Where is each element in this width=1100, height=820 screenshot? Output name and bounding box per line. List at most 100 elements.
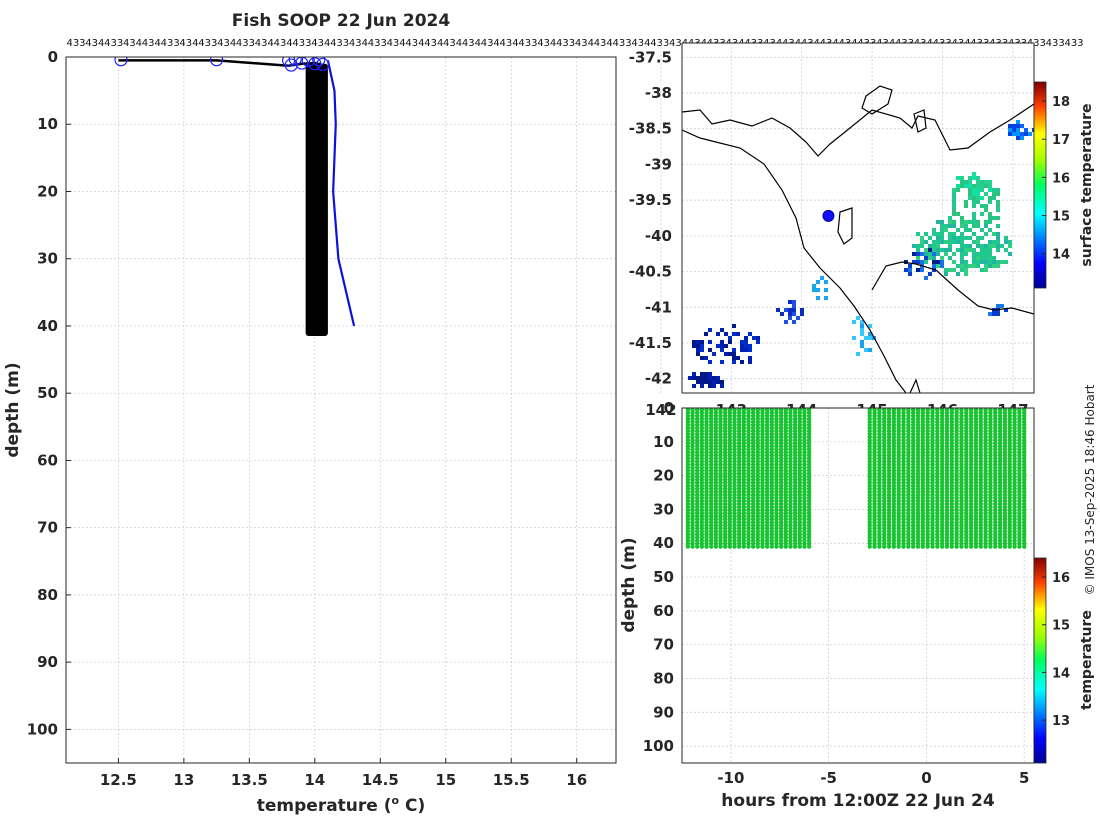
- sst-pixel: [960, 224, 964, 228]
- ts-point: [718, 523, 723, 528]
- ts-point: [708, 425, 714, 431]
- ts-point: [935, 465, 940, 470]
- ts-point: [959, 507, 964, 513]
- ts-point: [935, 541, 940, 546]
- ts-point: [732, 440, 737, 446]
- ts-point: [910, 468, 916, 473]
- ts-point: [891, 434, 897, 440]
- ts-point: [685, 510, 691, 516]
- sst-pixel: [972, 264, 976, 268]
- ts-point: [959, 495, 964, 501]
- ts-point: [877, 474, 882, 479]
- ts-point: [964, 498, 969, 504]
- ts-point: [915, 498, 921, 504]
- sst-pixel: [696, 380, 700, 384]
- ts-point: [997, 474, 1003, 479]
- ts-point: [867, 544, 872, 549]
- ts-point: [949, 462, 955, 467]
- ts-point: [988, 544, 993, 549]
- ts-point: [783, 526, 788, 531]
- ts-point: [769, 532, 775, 537]
- ts-point: [685, 492, 691, 498]
- ts-point: [694, 465, 700, 470]
- ts-point: [788, 495, 793, 501]
- ts-point: [788, 498, 793, 504]
- ts-point: [1002, 465, 1008, 470]
- ts-point: [778, 523, 784, 528]
- ts-point: [694, 428, 700, 434]
- ts-point: [694, 520, 700, 525]
- ts-point: [722, 477, 728, 482]
- ts-point: [792, 520, 798, 525]
- ts-point: [930, 419, 935, 425]
- sst-pixel: [908, 264, 912, 268]
- ts-point: [802, 419, 807, 425]
- ts-point: [915, 492, 921, 498]
- ts-point: [901, 501, 906, 507]
- ts-point: [750, 422, 756, 428]
- ts-point: [778, 483, 784, 488]
- ts-point: [755, 517, 761, 522]
- ts-point: [944, 526, 950, 531]
- ts-point: [718, 480, 723, 485]
- ts-point: [901, 541, 906, 546]
- ts-point: [872, 410, 877, 415]
- ts-point: [755, 495, 761, 501]
- ts-point: [944, 489, 950, 495]
- ts-point: [1017, 410, 1022, 415]
- sst-pixel: [968, 248, 972, 252]
- ts-point: [722, 456, 728, 461]
- ts-point: [910, 486, 916, 492]
- ts-point: [964, 544, 969, 549]
- ts-point: [1022, 526, 1027, 531]
- ts-point: [930, 526, 935, 531]
- ts-point: [1022, 495, 1027, 501]
- ts-point: [891, 526, 897, 531]
- ts-point: [1012, 425, 1017, 431]
- sst-pixel: [996, 304, 1000, 308]
- ts-point: [769, 437, 775, 443]
- ts-point: [774, 480, 779, 485]
- sst-pixel: [868, 332, 872, 336]
- ts-point: [983, 440, 988, 446]
- ts-point: [685, 462, 691, 467]
- ts-point: [694, 544, 700, 549]
- ts-point: [806, 480, 812, 485]
- ts-point: [802, 486, 807, 492]
- y-tick-label: 70: [37, 519, 58, 537]
- ts-point: [778, 477, 784, 482]
- ts-point: [741, 413, 747, 418]
- ts-point: [930, 428, 935, 434]
- ts-point: [802, 413, 807, 418]
- ts-point: [920, 413, 926, 418]
- ts-point: [872, 486, 877, 492]
- ts-point: [935, 450, 940, 455]
- ts-point: [1002, 413, 1008, 418]
- ts-point: [867, 419, 872, 425]
- ts-point: [939, 477, 945, 482]
- ts-point: [964, 416, 969, 422]
- ts-point: [944, 480, 950, 485]
- ts-point: [1022, 510, 1027, 516]
- ts-point: [886, 498, 892, 504]
- sst-pixel: [936, 240, 940, 244]
- top-label: 433: [236, 38, 255, 49]
- ts-point: [896, 535, 901, 540]
- ts-point: [1022, 517, 1027, 522]
- ts-point: [769, 495, 775, 501]
- ts-point: [736, 532, 742, 537]
- ts-point: [930, 523, 935, 528]
- ts-point: [882, 434, 887, 440]
- ts-point: [910, 535, 916, 540]
- ts-point: [901, 416, 906, 422]
- sst-pixel: [940, 260, 944, 264]
- ts-point: [778, 440, 784, 446]
- sst-pixel: [716, 332, 720, 336]
- sst-pixel: [968, 180, 972, 184]
- ts-point: [1007, 444, 1012, 449]
- ts-point: [968, 513, 974, 519]
- ts-point: [988, 416, 993, 422]
- ts-point: [993, 462, 998, 467]
- sst-pixel: [1008, 244, 1012, 248]
- ts-point: [718, 416, 723, 422]
